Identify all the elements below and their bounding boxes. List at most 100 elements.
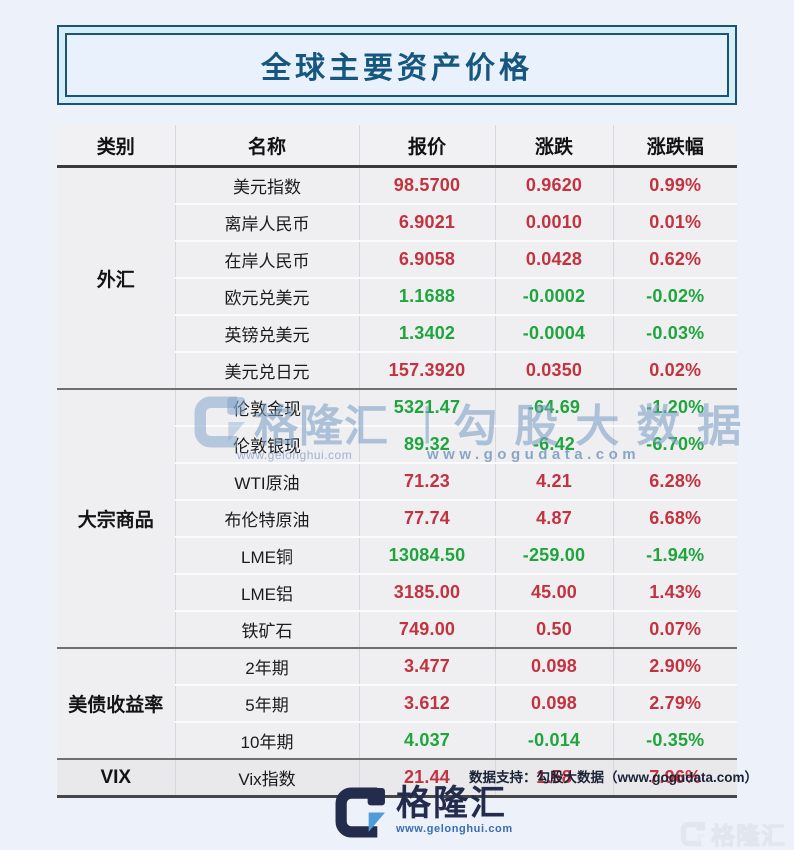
table-row: LME铝 3185.00 45.00 1.43% <box>57 573 737 611</box>
change-cell: 1.58 <box>494 758 613 798</box>
price-cell: 4.037 <box>358 721 495 759</box>
change-cell: 4.87 <box>494 499 613 537</box>
title-banner: 全球主要资产价格 <box>57 25 737 105</box>
change-cell: -0.0004 <box>494 314 613 352</box>
price-cell: 1.3402 <box>358 314 495 352</box>
change-cell: -6.42 <box>494 425 613 463</box>
pct-cell: -6.70% <box>612 425 737 463</box>
price-cell: 5321.47 <box>358 388 495 426</box>
asset-name-cell: 美元指数 <box>174 165 359 204</box>
table-row: 欧元兑美元 1.1688 -0.0002 -0.02% <box>57 277 737 315</box>
asset-name-cell: 布伦特原油 <box>174 499 359 537</box>
gelonghui-corner-icon <box>680 821 705 846</box>
asset-name-cell: 铁矿石 <box>174 610 359 648</box>
table-row: 英镑兑美元 1.3402 -0.0004 -0.03% <box>57 314 737 352</box>
pct-cell: -1.94% <box>612 536 737 574</box>
pct-cell: 2.79% <box>612 684 737 722</box>
change-cell: -64.69 <box>494 388 613 426</box>
asset-name-cell: 5年期 <box>174 684 359 722</box>
category-cell: 外汇 <box>57 165 175 389</box>
corner-watermark: 格隆汇 <box>680 816 786 850</box>
price-cell: 98.5700 <box>358 165 495 204</box>
data-support-text: 数据支持：勾股大数据（www.gogudata.com） <box>468 770 758 785</box>
table-row: 在岸人民币 6.9058 0.0428 0.62% <box>57 240 737 278</box>
table-row: 10年期 4.037 -0.014 -0.35% <box>57 721 737 759</box>
pct-cell: 6.28% <box>612 462 737 500</box>
price-cell: 89.32 <box>358 425 495 463</box>
gelonghui-logo-url: www.gelonghui.com <box>396 823 513 835</box>
price-cell: 77.74 <box>358 499 495 537</box>
price-cell: 3185.00 <box>358 573 495 611</box>
table-row: 布伦特原油 77.74 4.87 6.68% <box>57 499 737 537</box>
category-cell: 大宗商品 <box>57 388 175 648</box>
price-cell: 749.00 <box>358 610 495 648</box>
price-cell: 3.477 <box>358 647 495 685</box>
price-cell: 13084.50 <box>358 536 495 574</box>
change-cell: 0.098 <box>494 684 613 722</box>
asset-name-cell: 2年期 <box>174 647 359 685</box>
column-header: 类别 <box>57 125 175 168</box>
change-cell: 4.21 <box>494 462 613 500</box>
column-header: 名称 <box>174 125 359 168</box>
page-title: 全球主要资产价格 <box>261 52 533 85</box>
price-cell: 6.9021 <box>358 203 495 241</box>
pct-cell: 0.07% <box>612 610 737 648</box>
table-row: 铁矿石 749.00 0.50 0.07% <box>57 610 737 648</box>
column-header: 涨跌幅 <box>612 125 737 168</box>
asset-price-table: 类别 名称 报价 涨跌 涨跌幅 外汇 美元指数 98.5700 0.9620 0.99% 离岸人民… <box>57 125 737 798</box>
category-cell: VIX <box>57 758 175 798</box>
table-row: VIX Vix指数 21.44 1.58 7.96% <box>57 758 737 798</box>
change-cell: 0.098 <box>494 647 613 685</box>
column-header: 涨跌 <box>494 125 613 168</box>
gelonghui-footer-logo: 格隆汇 www.gelonghui.com <box>334 786 513 839</box>
table-row: 大宗商品 伦敦金现 5321.47 -64.69 -1.20% <box>57 388 737 648</box>
change-cell: 0.9620 <box>494 165 613 204</box>
table-row: LME铜 13084.50 -259.00 -1.94% <box>57 536 737 574</box>
asset-name-cell: 在岸人民币 <box>174 240 359 278</box>
pct-cell: 7.96% <box>612 758 737 798</box>
price-cell: 21.44 <box>358 758 495 798</box>
asset-name-cell: LME铜 <box>174 536 359 574</box>
change-cell: 0.0350 <box>494 351 613 389</box>
title-banner-inner: 全球主要资产价格 <box>65 33 729 97</box>
pct-cell: -0.02% <box>612 277 737 315</box>
pct-cell: -0.35% <box>612 721 737 759</box>
price-cell: 3.612 <box>358 684 495 722</box>
gelonghui-logo-text: 格隆汇 <box>396 784 508 823</box>
pct-cell: 0.99% <box>612 165 737 204</box>
asset-name-cell: 美元兑日元 <box>174 351 359 389</box>
change-cell: -0.014 <box>494 721 613 759</box>
pct-cell: 0.01% <box>612 203 737 241</box>
column-header: 报价 <box>358 125 495 168</box>
gelonghui-logo-icon <box>335 787 385 838</box>
gelonghui-logo-text-block: 格隆汇 www.gelonghui.com <box>396 786 513 835</box>
table-row: 美元兑日元 157.3920 0.0350 0.02% <box>57 351 737 389</box>
asset-name-cell: 伦敦金现 <box>174 388 359 426</box>
asset-name-cell: 离岸人民币 <box>174 203 359 241</box>
asset-name-cell: 英镑兑美元 <box>174 314 359 352</box>
asset-name-cell: WTI原油 <box>174 462 359 500</box>
price-cell: 1.1688 <box>358 277 495 315</box>
pct-cell: 0.62% <box>612 240 737 278</box>
asset-name-cell: LME铝 <box>174 573 359 611</box>
pct-cell: 1.43% <box>612 573 737 611</box>
price-cell: 71.23 <box>358 462 495 500</box>
category-cell: 美债收益率 <box>57 647 175 759</box>
asset-name-cell: Vix指数 <box>174 758 359 798</box>
change-cell: 45.00 <box>494 573 613 611</box>
price-cell: 157.3920 <box>358 351 495 389</box>
pct-cell: -1.20% <box>612 388 737 426</box>
change-cell: 0.0010 <box>494 203 613 241</box>
table-row: 5年期 3.612 0.098 2.79% <box>57 684 737 722</box>
pct-cell: 0.02% <box>612 351 737 389</box>
corner-watermark-text: 格隆汇 <box>711 823 786 850</box>
pct-cell: 6.68% <box>612 499 737 537</box>
table-header-row: 类别 名称 报价 涨跌 涨跌幅 <box>57 125 737 168</box>
change-cell: 0.50 <box>494 610 613 648</box>
price-cell: 6.9058 <box>358 240 495 278</box>
asset-name-cell: 10年期 <box>174 721 359 759</box>
asset-name-cell: 伦敦银现 <box>174 425 359 463</box>
pct-cell: -0.03% <box>612 314 737 352</box>
table-row: 离岸人民币 6.9021 0.0010 0.01% <box>57 203 737 241</box>
table-row: WTI原油 71.23 4.21 6.28% <box>57 462 737 500</box>
